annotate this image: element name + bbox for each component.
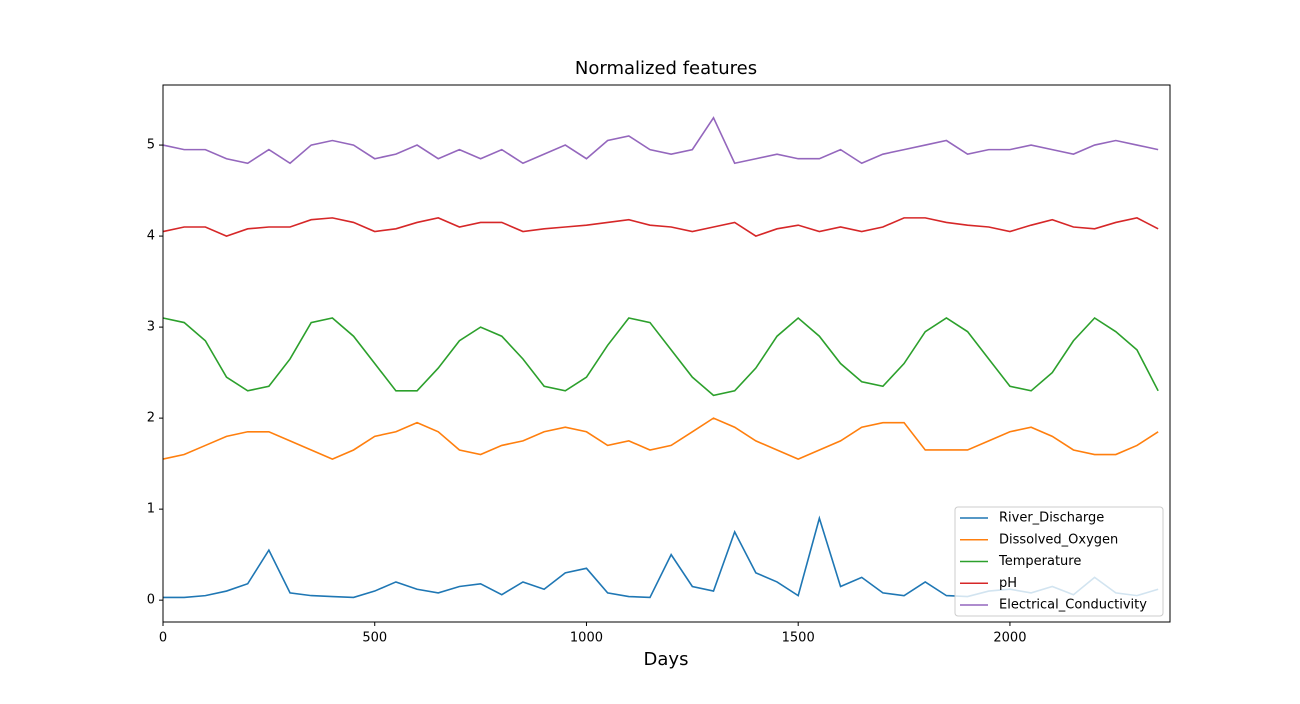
legend-box <box>954 506 1164 617</box>
y-tick-label: 1 <box>147 502 155 517</box>
x-tick-label: 500 <box>362 631 387 646</box>
y-tick-label: 4 <box>147 229 155 244</box>
y-tick-label: 0 <box>147 593 155 608</box>
legend-label: pH <box>999 576 1017 591</box>
x-tick-label: 1500 <box>782 631 815 646</box>
y-tick-label: 5 <box>147 138 155 153</box>
legend-label: Electrical_Conductivity <box>999 598 1147 613</box>
series-line <box>162 217 1159 237</box>
y-tick-label: 2 <box>147 411 155 426</box>
x-tick-label: 1000 <box>570 631 603 646</box>
legend-label: River_Discharge <box>999 511 1104 526</box>
legend-label: Temperature <box>998 554 1081 569</box>
y-tick-label: 3 <box>147 320 155 335</box>
plot-frame <box>162 84 1171 623</box>
chart-title: Normalized features <box>575 58 757 79</box>
x-tick-label: 0 <box>159 631 167 646</box>
x-tick-label: 2000 <box>993 631 1026 646</box>
legend-label: Dissolved_Oxygen <box>999 532 1118 547</box>
series-line <box>162 417 1159 460</box>
series-line <box>162 316 1159 397</box>
x-axis-label: Days <box>644 649 689 670</box>
series-line <box>162 116 1159 165</box>
legend: River_Discharge Dissolved_Oxygen Temperatu… <box>954 506 1164 617</box>
